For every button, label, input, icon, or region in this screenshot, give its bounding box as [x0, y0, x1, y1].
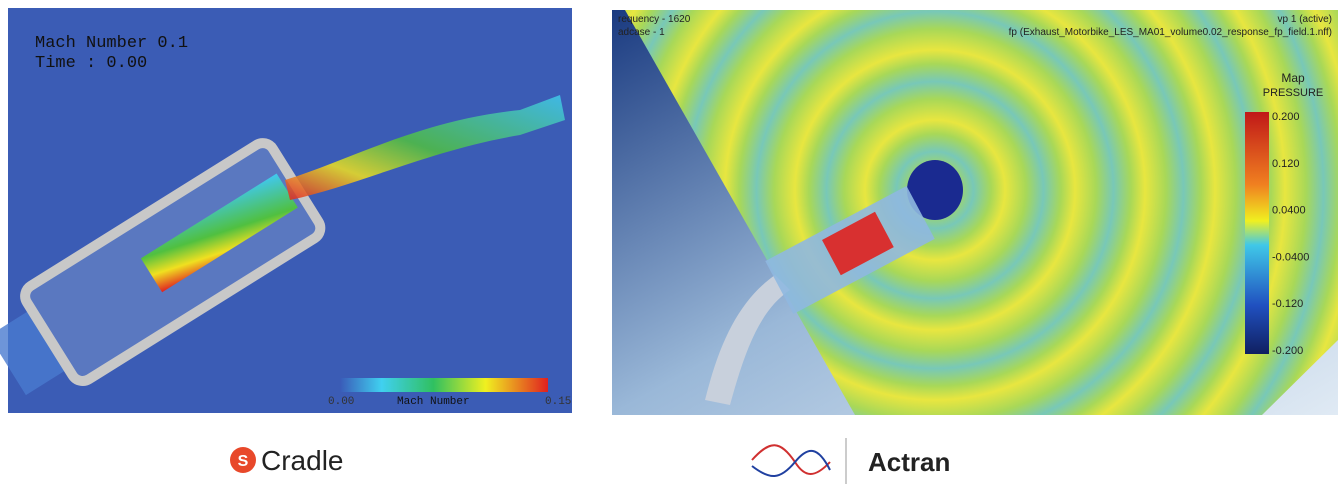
colorbar-label: 0.00	[328, 396, 354, 408]
colorbar-title: Map	[1281, 71, 1305, 85]
colorbar-title: PRESSURE	[1263, 87, 1324, 99]
cradle-panel: Mach Number 0.1 Time : 0.00 0.00 Mach Nu…	[0, 8, 572, 413]
overlay-text: adcase - 1	[618, 27, 665, 38]
logo-mark: S	[238, 453, 249, 470]
actran-logo: Actran	[752, 438, 950, 484]
cradle-logo: S Cradle	[230, 445, 343, 476]
colorbar-tick-label: 0.0400	[1272, 205, 1306, 217]
colorbar-tick-label: -0.120	[1272, 298, 1303, 310]
logo-curve	[752, 445, 830, 474]
colorbar	[340, 378, 548, 392]
colorbar-title: Mach Number	[397, 396, 470, 408]
actran-panel: requency - 1620 adcase - 1 vp 1 (active)…	[612, 10, 1338, 415]
page: {"left_panel": {"overlay": {"line1": "Ma…	[0, 0, 1338, 486]
overlay-text: Mach Number 0.1	[35, 34, 188, 53]
colorbar-tick-label: 0.120	[1272, 158, 1300, 170]
colorbar-tick-label: -0.200	[1272, 345, 1303, 357]
colorbar	[1245, 112, 1269, 354]
overlay-text: vp 1 (active)	[1278, 14, 1332, 25]
logo-text: Cradle	[261, 445, 343, 476]
overlay-text: requency - 1620	[618, 14, 691, 25]
overlay-text: Time : 0.00	[35, 54, 147, 73]
figure: Mach Number 0.1 Time : 0.00 0.00 Mach Nu…	[0, 0, 1338, 486]
colorbar-tick-label: -0.0400	[1272, 251, 1309, 263]
colorbar-label: 0.15	[545, 396, 571, 408]
overlay-text: fp (Exhaust_Motorbike_LES_MA01_volume0.0…	[1009, 27, 1332, 38]
colorbar-tick-label: 0.200	[1272, 111, 1300, 123]
logo-text: Actran	[868, 447, 950, 477]
